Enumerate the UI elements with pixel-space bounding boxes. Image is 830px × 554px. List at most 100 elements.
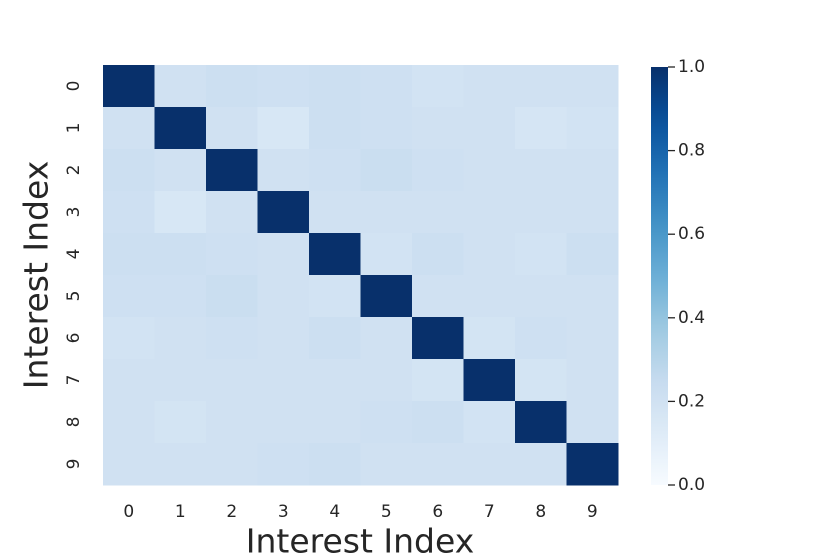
heatmap-cell	[566, 149, 619, 192]
heatmap-cell	[103, 317, 155, 360]
y-tick-label: 3	[64, 207, 84, 218]
y-tick-label: 7	[64, 375, 84, 386]
heatmap-cell	[515, 401, 567, 444]
heatmap-cell	[154, 317, 207, 360]
y-tick-label: 5	[64, 291, 84, 302]
heatmap-cell	[206, 65, 258, 108]
x-tick-label: 8	[535, 502, 546, 522]
heatmap-cell	[566, 275, 619, 318]
heatmap-cell	[154, 191, 207, 234]
colorbar-tick-label: 0.4	[678, 308, 705, 328]
heatmap-cell	[463, 191, 516, 234]
heatmap-cell	[515, 65, 567, 108]
heatmap-cell	[309, 191, 361, 234]
y-tick-label: 9	[64, 459, 84, 470]
heatmap-cell	[360, 233, 413, 276]
heatmap-cell	[154, 275, 207, 318]
heatmap-cell	[515, 317, 567, 360]
x-tick-label: 5	[381, 502, 392, 522]
heatmap-cell	[463, 443, 516, 486]
y-tick-label: 6	[64, 333, 84, 344]
heatmap-cell	[360, 401, 413, 444]
heatmap-cell	[360, 107, 413, 150]
heatmap-cell	[257, 443, 310, 486]
heatmap-cell	[566, 401, 619, 444]
heatmap-cell	[566, 65, 619, 108]
heatmap-cell	[412, 359, 464, 402]
x-axis-label: Interest Index	[246, 522, 475, 554]
heatmap-cell	[566, 107, 619, 150]
heatmap-cell	[360, 191, 413, 234]
colorbar-tick-label: 1.0	[678, 57, 705, 77]
heatmap-cell	[566, 317, 619, 360]
heatmap-cell	[515, 191, 567, 234]
heatmap-cell	[257, 233, 310, 276]
heatmap-cell	[309, 275, 361, 318]
y-axis-label: Interest Index	[17, 161, 56, 390]
y-tick-label: 0	[64, 81, 84, 92]
x-tick-label: 7	[484, 502, 495, 522]
heatmap-cell	[309, 65, 361, 108]
heatmap-cell	[257, 191, 310, 234]
colorbar-tick-label: 0.8	[678, 141, 705, 161]
y-tick-label: 8	[64, 417, 84, 428]
heatmap-cell	[412, 317, 464, 360]
x-tick-label: 4	[329, 502, 340, 522]
x-tick-label: 9	[587, 502, 598, 522]
heatmap-cell	[515, 149, 567, 192]
colorbar-tick-label: 0.0	[678, 475, 705, 495]
heatmap-cell	[103, 107, 155, 150]
heatmap-cell	[257, 401, 310, 444]
heatmap-cell	[257, 65, 310, 108]
y-tick-label: 2	[64, 165, 84, 176]
heatmap-cell	[103, 149, 155, 192]
heatmap-cell	[360, 275, 413, 318]
heatmap-cell	[154, 359, 207, 402]
heatmap-cell	[103, 275, 155, 318]
heatmap-cell	[412, 401, 464, 444]
heatmap-cell	[360, 359, 413, 402]
heatmap-cell	[309, 443, 361, 486]
heatmap-cell	[463, 107, 516, 150]
heatmap-cell	[154, 401, 207, 444]
y-tick-label: 1	[64, 123, 84, 134]
heatmap-cell	[206, 443, 258, 486]
x-tick-label: 0	[123, 502, 134, 522]
heatmap-cell	[412, 149, 464, 192]
heatmap-cell	[309, 233, 361, 276]
heatmap-cell	[463, 317, 516, 360]
heatmap-cell	[463, 275, 516, 318]
x-tick-label: 1	[175, 502, 186, 522]
heatmap-cell	[257, 149, 310, 192]
heatmap-cell	[412, 275, 464, 318]
heatmap-cell	[360, 317, 413, 360]
heatmap-cell	[463, 233, 516, 276]
heatmap-cell	[154, 149, 207, 192]
heatmap-cell	[515, 443, 567, 486]
heatmap-cell	[309, 107, 361, 150]
heatmap-cell	[566, 191, 619, 234]
heatmap-cell	[515, 359, 567, 402]
heatmap-cell	[206, 233, 258, 276]
heatmap-cell	[566, 233, 619, 276]
heatmap-cell	[360, 443, 413, 486]
heatmap-cell	[206, 149, 258, 192]
colorbar-tick-label: 0.6	[678, 224, 705, 244]
heatmap-cell	[103, 65, 155, 108]
heatmap-cell	[206, 317, 258, 360]
x-tick-label: 2	[226, 502, 237, 522]
heatmap-cell	[412, 233, 464, 276]
heatmap-cell	[463, 65, 516, 108]
heatmap-cell	[206, 359, 258, 402]
heatmap-cell	[206, 107, 258, 150]
heatmap-cell	[154, 233, 207, 276]
heatmap-cell	[412, 107, 464, 150]
heatmap-cell	[515, 233, 567, 276]
x-tick-label: 3	[278, 502, 289, 522]
heatmap-cell	[412, 191, 464, 234]
heatmap-cell	[412, 443, 464, 486]
heatmap-cell	[206, 275, 258, 318]
heatmap-cell	[566, 359, 619, 402]
heatmap-cell	[257, 359, 310, 402]
